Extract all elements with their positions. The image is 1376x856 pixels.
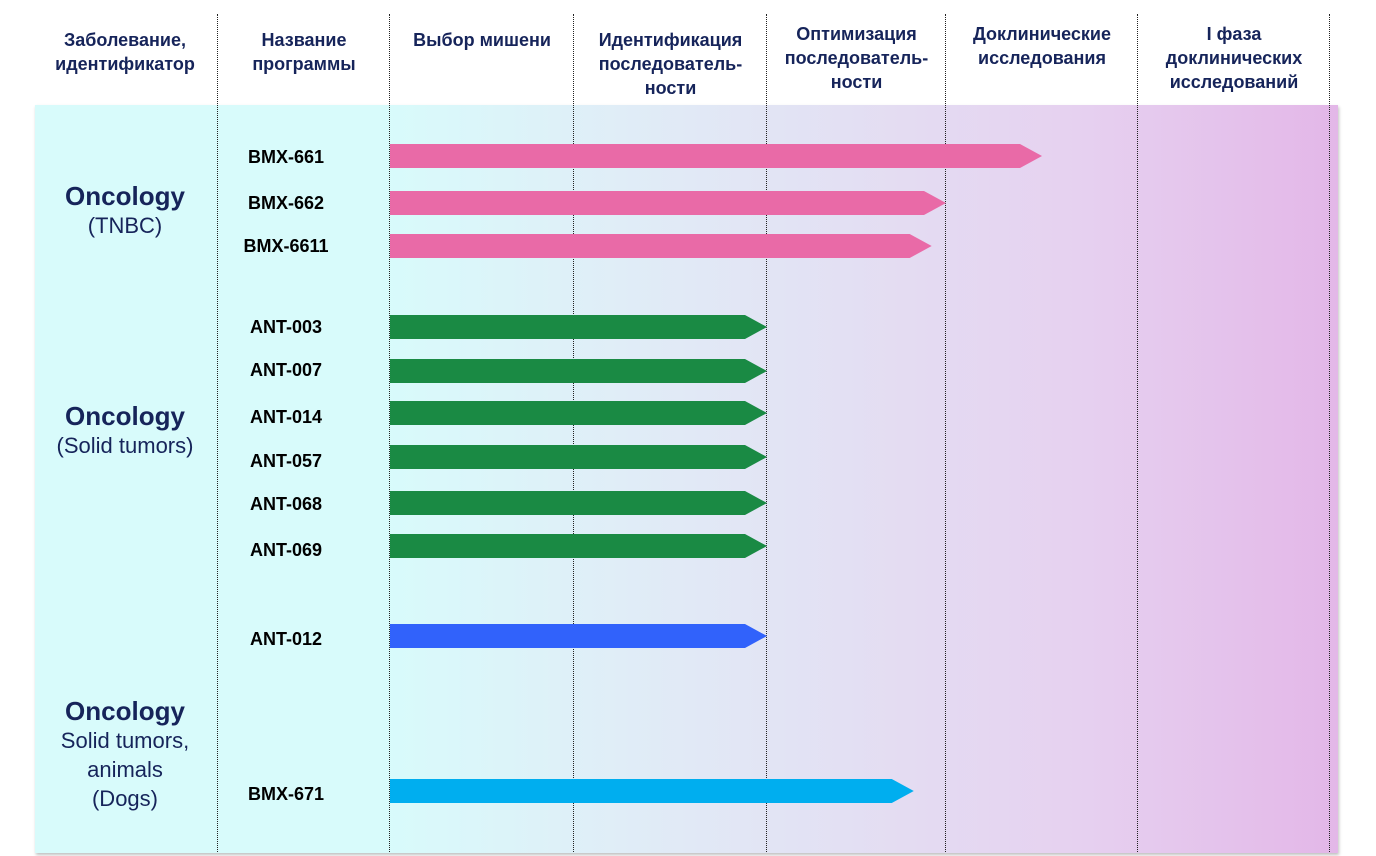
program-label: ANT-057 [249, 451, 323, 471]
disease-name: Oncology [65, 696, 185, 726]
program-label: ANT-069 [249, 540, 323, 560]
progress-arrow-ant-069 [390, 534, 767, 558]
program-label: ANT-068 [249, 494, 323, 514]
header-target-selection: Выбор мишени [413, 30, 551, 50]
progress-arrow-ant-012 [390, 624, 767, 648]
disease-subtitle: Solid tumors, animals (Dogs) [60, 728, 190, 811]
program-label: ANT-003 [249, 317, 323, 337]
progress-arrow-bmx-661 [390, 144, 1042, 168]
disease-subtitle: (TNBC) [87, 213, 163, 238]
header-program: Название программы [252, 30, 356, 74]
disease-tnbc: Oncology (TNBC) [35, 181, 215, 240]
column-divider [945, 14, 946, 852]
program-label: BMX-662 [247, 193, 325, 213]
header-disease: Заболевание, идентификатор [55, 30, 195, 74]
program-label: ANT-014 [249, 407, 323, 427]
column-divider [1329, 14, 1330, 852]
progress-arrow-bmx-671 [390, 779, 914, 803]
progress-arrow-bmx-6611 [390, 234, 932, 258]
progress-arrow-ant-014 [390, 401, 767, 425]
column-divider [573, 14, 574, 852]
disease-animals: Oncology Solid tumors, animals (Dogs) [35, 696, 215, 813]
column-divider [217, 14, 218, 852]
column-divider [766, 14, 767, 852]
progress-arrow-ant-057 [390, 445, 767, 469]
header-sequence-identification: Идентификация последователь- ности [598, 30, 743, 98]
header-phase-one: I фаза доклинических исследований [1165, 24, 1303, 92]
program-label: BMX-661 [247, 147, 325, 167]
program-label: ANT-007 [249, 360, 323, 380]
program-label: ANT-012 [249, 629, 323, 649]
program-label: BMX-671 [247, 784, 325, 804]
progress-arrow-ant-007 [390, 359, 767, 383]
pipeline-panel [35, 105, 1338, 853]
progress-arrow-ant-068 [390, 491, 767, 515]
disease-name: Oncology [65, 401, 185, 431]
header-preclinical: Доклинические исследования [972, 24, 1112, 68]
column-divider [389, 14, 390, 852]
progress-arrow-ant-003 [390, 315, 767, 339]
disease-solid-tumors: Oncology (Solid tumors) [35, 401, 215, 460]
header-sequence-optimization: Оптимизация последователь- ности [784, 24, 929, 92]
program-label: BMX-6611 [243, 236, 329, 256]
disease-name: Oncology [65, 181, 185, 211]
column-divider [1137, 14, 1138, 852]
progress-arrow-bmx-662 [390, 191, 946, 215]
disease-subtitle: (Solid tumors) [56, 433, 194, 458]
